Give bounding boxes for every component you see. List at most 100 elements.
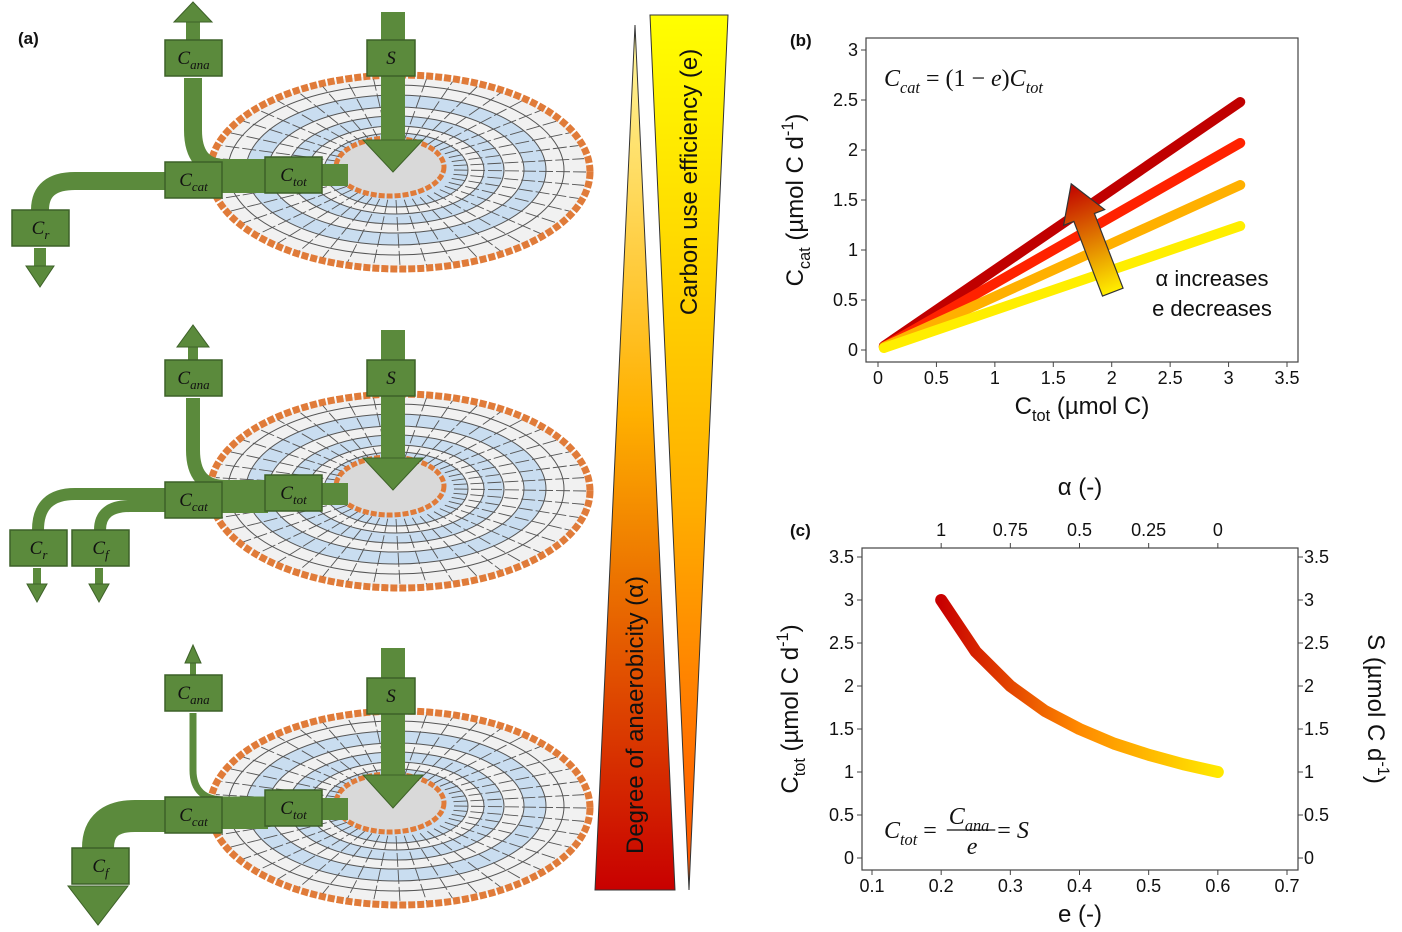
text-run: -1: [779, 122, 797, 137]
flux-subscript: cat: [192, 499, 208, 514]
y2-tick-label: 3.5: [1304, 547, 1329, 567]
x-tick-label: 0.6: [1205, 876, 1230, 896]
flux-symbol: C: [177, 683, 190, 704]
flow-shaft: [322, 798, 348, 820]
panel-label: (a): [18, 29, 39, 48]
text-run: tot: [900, 830, 918, 849]
x-tick-label: 1.5: [1041, 368, 1066, 388]
text-run: C: [884, 66, 901, 92]
text-run: e: [991, 66, 1002, 92]
x-tick-label: 1: [990, 368, 1000, 388]
y-tick-label: 3: [844, 590, 854, 610]
x2-tick-label: 0.5: [1067, 520, 1092, 540]
flow-arrowhead: [185, 645, 201, 663]
x2-tick-label: 1: [936, 520, 946, 540]
text-run: = (1 −: [920, 66, 991, 92]
flow-arrowhead: [174, 2, 212, 22]
flux-symbol: C: [179, 490, 192, 511]
x-axis-label: Ctot (µmol C): [1015, 393, 1150, 425]
y2-tick-label: 2: [1304, 676, 1314, 696]
y2-tick-label: 1: [1304, 762, 1314, 782]
equation-denominator: e: [967, 834, 978, 860]
y-tick-label: 2: [844, 676, 854, 696]
y2-tick-label: 3: [1304, 590, 1314, 610]
text-run: (µmol C): [1050, 393, 1149, 420]
text-run: ): [782, 114, 809, 122]
flux-symbol: C: [92, 538, 105, 559]
flux-label: S: [386, 48, 396, 69]
text-run: tot: [1026, 78, 1044, 97]
flow-shaft: [186, 20, 200, 40]
carbon-flow: [98, 816, 165, 848]
x-tick-label: 0.1: [859, 876, 884, 896]
flow-arrowhead: [89, 584, 109, 602]
x2-tick-label: 0.25: [1131, 520, 1166, 540]
y-tick-label: 3: [848, 40, 858, 60]
flow-shaft: [95, 568, 103, 586]
flow-shaft: [322, 483, 348, 505]
flux-subscript: tot: [293, 492, 307, 507]
flow-shaft: [322, 164, 348, 186]
flux-symbol: C: [280, 165, 293, 186]
flow-shaft: [33, 568, 41, 586]
panel-label: (c): [790, 521, 811, 540]
x2-tick-label: 0.75: [993, 520, 1028, 540]
text-run: ): [1002, 66, 1010, 92]
flux-subscript: ana: [190, 692, 210, 707]
y-tick-label: 1.5: [829, 719, 854, 739]
carbon-flow: [40, 181, 165, 210]
flux-symbol: C: [32, 218, 45, 239]
text-run: cat: [796, 247, 814, 269]
flux-subscript: tot: [293, 174, 307, 189]
y-tick-label: 1: [844, 762, 854, 782]
y-axis-label: Ctot (µmol C d-1): [774, 624, 809, 793]
y-tick-label: 0: [848, 340, 858, 360]
text-run: C: [884, 818, 901, 844]
text-run: cat: [900, 78, 920, 97]
x-tick-label: 3.5: [1274, 368, 1299, 388]
x2-tick-label: 0: [1213, 520, 1223, 540]
flux-subscript: cat: [192, 814, 208, 829]
flow-arrowhead: [27, 584, 47, 602]
x-tick-label: 0.4: [1067, 876, 1092, 896]
carbon-flow: [100, 506, 165, 530]
diagrams: CanaSCcatCtotCrCanaSCcatCtotCrCfCanaSCca…: [10, 2, 590, 925]
y-tick-label: 1: [848, 240, 858, 260]
y2-tick-label: 2.5: [1304, 633, 1329, 653]
annotation: α increases: [1156, 266, 1269, 291]
text-run: C: [777, 776, 804, 793]
text-run: C: [1010, 66, 1027, 92]
figure: (a) CanaSCcatCtotCrCanaSCcatCtotCrCfCana…: [0, 0, 1402, 932]
x-tick-label: 2.5: [1158, 368, 1183, 388]
gradient-label: Degree of anaerobicity (α): [622, 576, 649, 854]
y-tick-label: 0.5: [829, 805, 854, 825]
text-run: S (µmol C d: [1362, 634, 1389, 761]
x-tick-label: 0: [873, 368, 883, 388]
flux-symbol: C: [177, 368, 190, 389]
equation-rhs: = S: [997, 818, 1029, 844]
text-run: e (-): [1058, 901, 1102, 928]
flux-symbol: C: [179, 170, 192, 191]
text-run: tot: [1032, 407, 1051, 425]
text-run: S: [1017, 818, 1029, 844]
y-axis-label: Ccat (µmol C d-1): [779, 114, 814, 287]
y2-tick-label: 1.5: [1304, 719, 1329, 739]
text-run: -1: [1374, 761, 1392, 776]
flux-label: S: [386, 368, 396, 389]
y-tick-label: 0.5: [833, 290, 858, 310]
flux-symbol: S: [386, 368, 396, 389]
text-run: (µmol C d: [782, 136, 809, 247]
text-run: =: [997, 818, 1017, 844]
y2-tick-label: 0.5: [1304, 805, 1329, 825]
flow-shaft: [381, 12, 405, 142]
text-run: e: [967, 834, 978, 860]
flow-arrowhead: [177, 325, 209, 347]
y-tick-label: 2.5: [829, 633, 854, 653]
text-run: ): [777, 624, 804, 632]
text-run: (µmol C d: [777, 647, 804, 758]
flux-subscript: tot: [293, 807, 307, 822]
text-run: α (-): [1058, 474, 1103, 501]
x-tick-label: 0.5: [1136, 876, 1161, 896]
y2-axis-label: S (µmol C d-1): [1362, 634, 1392, 784]
